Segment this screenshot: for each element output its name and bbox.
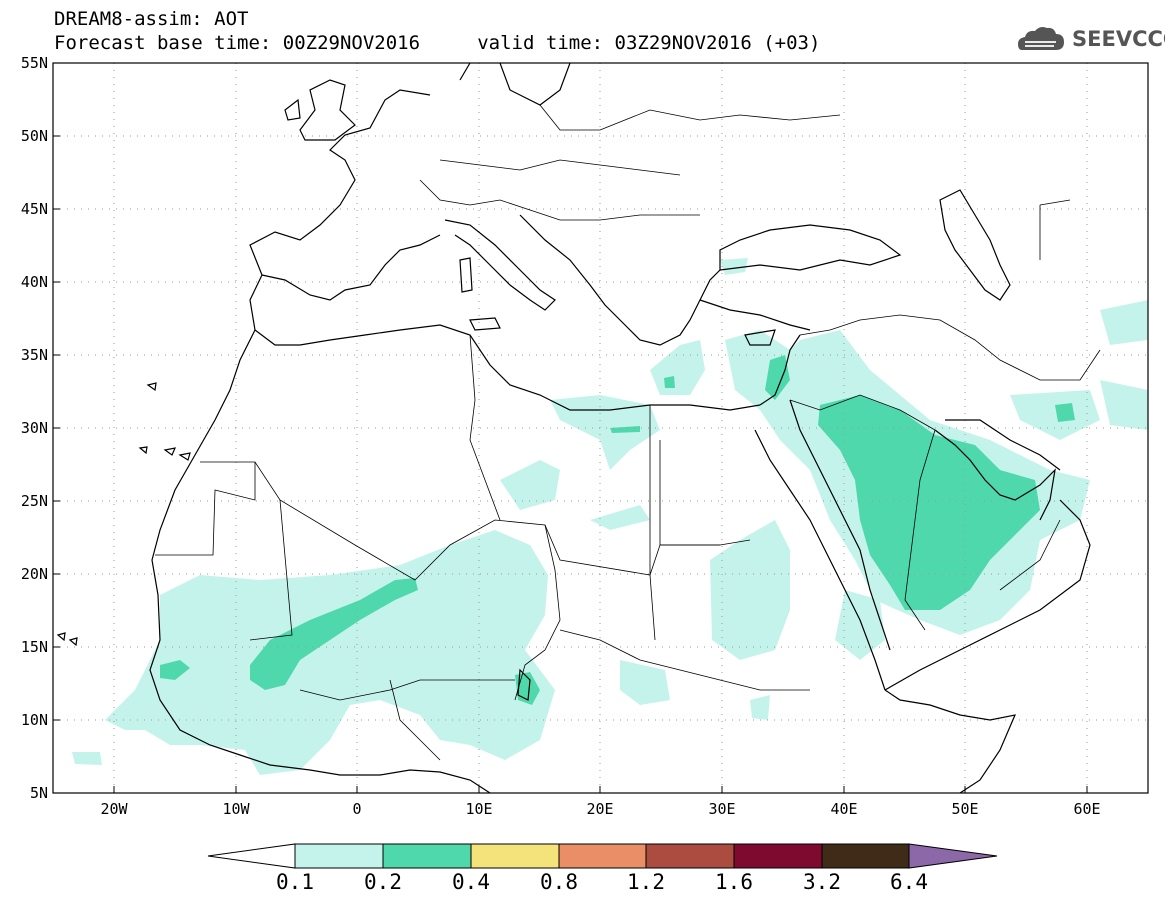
lat-label: 25N [20,492,48,510]
colorbar-segment-above [908,843,998,869]
colorbar-segment [294,843,384,869]
colorbar-label: 1.2 [627,870,665,894]
colorbar-segment-below [207,843,296,869]
colorbar-label: 0.2 [364,870,402,894]
lat-label: 45N [20,200,48,218]
colorbar-segment [821,843,910,869]
lat-label: 55N [20,54,48,72]
colorbar-label: 0.1 [276,870,314,894]
lat-label: 35N [20,346,48,364]
lon-label: 0 [352,800,362,818]
colorbar-segment [645,843,735,869]
lon-label: 10E [465,800,493,818]
lon-label: 60E [1073,800,1101,818]
colorbar [207,843,998,869]
coastlines [56,63,1091,793]
logo-text: SEEVCCC [1072,27,1165,51]
lon-label: 50E [951,800,979,818]
lon-label: 30E [708,800,736,818]
lat-label: 5N [29,784,48,802]
colorbar-label: 3.2 [803,870,841,894]
colorbar-segment [733,843,823,869]
colorbar-segment [558,843,647,869]
lat-label: 15N [20,638,48,656]
lat-label: 30N [20,419,48,437]
colorbar-label: 1.6 [715,870,753,894]
tick-marks [53,62,1088,793]
colorbar-label: 6.4 [890,870,928,894]
chart-subtitle: Forecast base time: 00Z29NOV2016 valid t… [54,32,821,54]
colorbar-segment [382,843,472,869]
borders [155,104,1101,761]
lon-label: 10W [222,800,250,818]
colorbar-label: 0.4 [452,870,490,894]
chart-title: DREAM8-assim: AOT [54,8,249,30]
lat-label: 20N [20,565,48,583]
lat-label: 10N [20,711,48,729]
lon-label: 20W [100,800,128,818]
lat-lon-grid [53,63,1148,793]
cloud-icon [1018,27,1064,50]
lat-label: 40N [20,273,48,291]
colorbar-segment [470,843,560,869]
colorbar-label: 0.8 [540,870,578,894]
lon-label: 20E [586,800,614,818]
lat-label: 50N [20,127,48,145]
lon-label: 40E [830,800,858,818]
